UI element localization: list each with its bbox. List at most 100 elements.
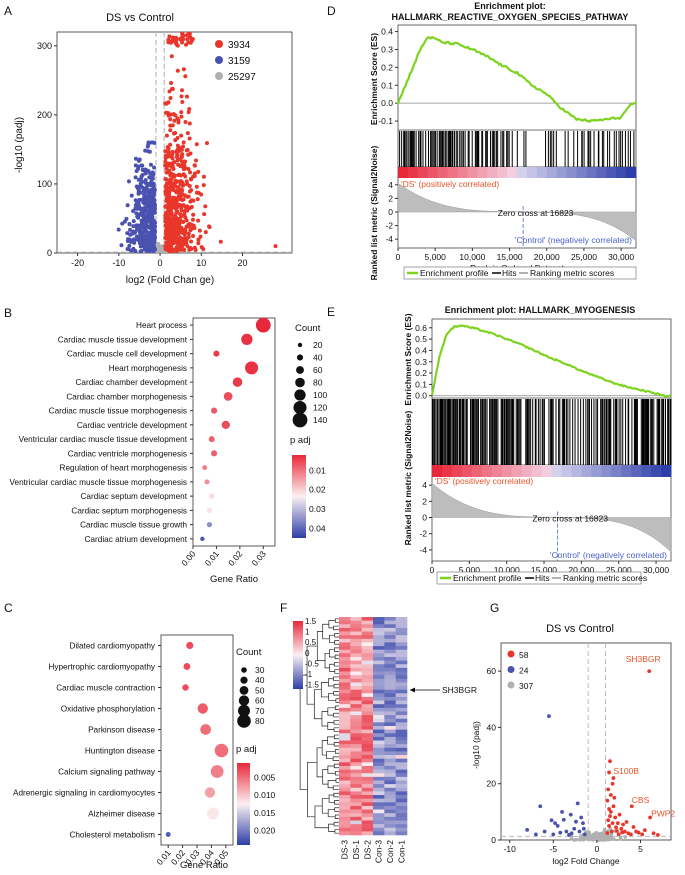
heatmap-f-cell	[395, 686, 408, 690]
volcano-a-point-up	[218, 239, 223, 244]
volcano-a-point-up	[170, 204, 175, 209]
dotplot-c-dot	[186, 641, 194, 650]
panel-b: Heart process Cardiac muscle tissue devel…	[10, 317, 327, 585]
gsea-D-xtick-label: 25,000	[571, 252, 597, 262]
heatmap-f-branch	[333, 691, 339, 696]
gsea-E-es-tick-label: 0.1	[415, 379, 427, 389]
heatmap-f-cell	[339, 722, 351, 727]
heatmap-f-cell	[339, 765, 351, 770]
heatmap-f-sample-label: DS-1	[351, 840, 361, 860]
heatmap-f-cell	[373, 773, 385, 778]
volcano-a-point-up	[179, 205, 184, 210]
heatmap-f-branch	[334, 749, 339, 754]
gsea-D-rank-colorbar-segment	[556, 167, 568, 178]
heatmap-f-cell	[350, 831, 362, 836]
heatmap-f-cell	[350, 726, 362, 730]
heatmap-f-cell	[361, 824, 374, 829]
gsea-D-xtick-label: 0	[396, 252, 401, 262]
heatmap-f-cell	[395, 762, 408, 767]
heatmap-f-cell	[373, 802, 385, 807]
heatmap-f-cell	[361, 704, 374, 709]
dotplot-c-size-legend-dot	[238, 704, 250, 717]
volcano-a-ylabel: -log10 (padj)	[14, 117, 25, 173]
heatmap-f-cell	[361, 762, 374, 767]
heatmap-f-cell	[373, 813, 385, 818]
panel-label-B: B	[4, 306, 12, 320]
heatmap-f-cell	[361, 664, 374, 669]
volcano-g-point-up	[605, 798, 610, 803]
volcano-a-point-up	[174, 245, 179, 250]
gsea-E-es-tick-label: 0.6	[415, 323, 427, 333]
volcano-a-point-down	[133, 156, 138, 161]
heatmap-f-cell	[384, 704, 396, 709]
dotplot-b-category: Cardiac muscle cell development	[67, 350, 188, 359]
heatmap-f-cell	[350, 733, 362, 738]
volcano-g-point-ns	[569, 837, 574, 841]
volcano-a-point-down	[139, 163, 144, 168]
volcano-g-gene-label: PWP2	[651, 808, 675, 818]
volcano-a-point-down	[143, 171, 148, 176]
heatmap-f-cell	[373, 809, 385, 814]
volcano-g-legend-label: 24	[519, 666, 529, 676]
gsea-E-ranking-metric-area	[431, 482, 672, 553]
heatmap-f-cell	[350, 700, 362, 705]
gsea-E-rank-colorbar-segment	[541, 465, 552, 477]
volcano-a-point-up	[194, 190, 199, 195]
heatmap-f-cell	[339, 627, 351, 632]
heatmap-f-cell	[384, 780, 396, 785]
volcano-a-point-down	[150, 215, 155, 220]
heatmap-f-cell	[339, 740, 351, 745]
volcano-g-point-up	[608, 793, 613, 797]
panel-label-A: A	[4, 4, 12, 18]
volcano-a-point-down	[150, 176, 155, 181]
gsea-e-title: Enrichment plot: HALLMARK_MYOGENESIS	[445, 305, 636, 315]
heatmap-f-cell	[395, 635, 408, 640]
heatmap-f-colorbar	[293, 621, 303, 689]
volcano-g-point-up	[651, 831, 656, 836]
gsea-E-legend-hits: Hits	[535, 573, 550, 583]
heatmap-f-cell	[395, 696, 408, 701]
heatmap-f-cell	[339, 718, 351, 723]
gsea-D-xtick-label: 30,000	[608, 252, 634, 262]
heatmap-f-cell	[373, 744, 385, 749]
heatmap-f-cell	[384, 718, 396, 723]
gsea-D-legend-profile: Enrichment profile	[420, 268, 489, 278]
volcano-a-point-up	[194, 142, 199, 147]
heatmap-f-branch	[334, 800, 339, 805]
volcano-a-legend-label: 3159	[228, 56, 251, 67]
heatmap-f-cell	[373, 784, 385, 789]
volcano-a-point-up	[183, 74, 188, 79]
gsea-E-xtick-label: 15,000	[531, 565, 557, 575]
dotplot-c-size-legend-dot	[241, 667, 247, 673]
dotplot-c-size-legend-label: 60	[255, 696, 265, 706]
volcano-g-gene-label: S100B	[613, 766, 639, 776]
heatmap-f-cell	[384, 802, 396, 807]
dotplot-b-xtick-label: 0.01	[203, 549, 221, 568]
heatmap-f-cell	[361, 736, 374, 741]
dotplot-c-category: Cardiac muscle contraction	[56, 684, 155, 693]
heatmap-f-cell	[350, 664, 362, 669]
heatmap-f-cell	[339, 678, 351, 683]
dotplot-b-size-legend-label: 20	[313, 340, 323, 350]
heatmap-f-scale: 1.5 10.5 0-0.5 -1 -1.5	[293, 617, 319, 690]
volcano-a-point-up	[164, 247, 169, 252]
volcano-a-point-down	[147, 212, 152, 217]
heatmap-f-branch	[327, 809, 336, 818]
heatmap-f-cell	[395, 627, 408, 632]
gsea-D-hits	[399, 131, 635, 167]
heatmap-f-cell	[361, 758, 374, 763]
gsea-E-enrichment-profile	[430, 324, 672, 398]
volcano-a-xtick-label: -20	[71, 258, 84, 268]
dotplot-b-padj-colorbar	[292, 455, 306, 538]
heatmap-f-branch	[327, 780, 336, 789]
gsea-D-rank-colorbar-segment	[546, 167, 558, 178]
dotplot-b-dot	[232, 377, 243, 387]
heatmap-f-scale-tick: 0.5	[305, 638, 317, 647]
volcano-a-point-up	[186, 152, 191, 157]
heatmap-f-cell	[350, 689, 362, 694]
volcano-g-point-up	[624, 820, 629, 824]
heatmap-f-cell	[373, 765, 385, 770]
heatmap-f-cell	[350, 682, 362, 687]
volcano-a-point-down	[148, 162, 153, 167]
gsea-D-es-tick-label: 0.2	[381, 62, 393, 72]
